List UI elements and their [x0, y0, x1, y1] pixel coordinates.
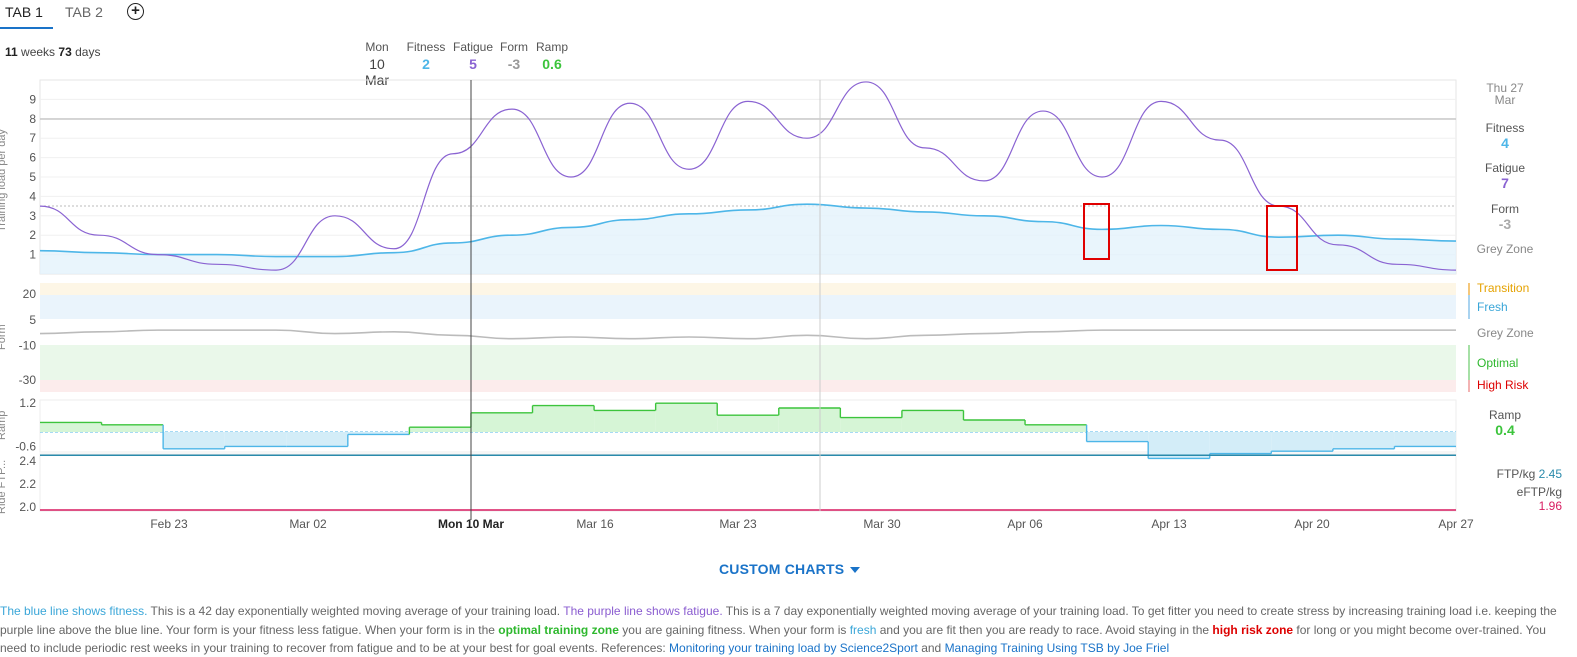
- load-tick-label: 6: [29, 151, 36, 165]
- tab-2[interactable]: TAB 2: [65, 4, 103, 20]
- highlight-box-1: [1083, 203, 1110, 260]
- right-fatigue: Fatigue 7: [1484, 161, 1526, 191]
- fitness-chart[interactable]: 1 2 3 4 5 6 7 8 9 20 5 -10 -30 1.2 -0.62.4 2.2 2.0 Feb 23…: [0, 0, 1577, 545]
- cursor-fitness: Fitness 2: [406, 40, 446, 72]
- cursor-ramp: Ramp 0.6: [535, 40, 568, 72]
- right-form: Form -3: [1491, 202, 1519, 232]
- ramp-bar: [470, 412, 533, 432]
- cursor-fatigue: Fatigue 5: [452, 40, 494, 72]
- zone-fresh-label: Fresh: [1477, 300, 1508, 314]
- ramp-bar: [1086, 432, 1149, 442]
- x-tick-label: Apr 20: [1294, 517, 1330, 531]
- ramp-bar: [163, 432, 225, 449]
- zone-grey-label: Grey Zone: [1477, 326, 1534, 340]
- x-tick-label: Mon 10 Mar: [438, 517, 504, 531]
- load-tick-label: 8: [29, 112, 36, 126]
- right-ramp: Ramp 0.4: [1488, 408, 1521, 438]
- ramp-bar: [1394, 432, 1456, 447]
- zone-optimal-label: Optimal: [1477, 356, 1519, 370]
- right-fitness: Fitness 4: [1485, 121, 1525, 151]
- x-tick-label: Mar 30: [863, 517, 901, 531]
- zone-optimal-band: [40, 345, 1456, 380]
- ramp-bar: [224, 432, 287, 447]
- fitness-area: [40, 204, 1456, 274]
- load-tick-label: 5: [29, 170, 36, 184]
- x-tick-label: Mar 23: [719, 517, 757, 531]
- ramp-bar: [532, 405, 595, 432]
- add-tab-icon[interactable]: +: [127, 3, 144, 20]
- active-tab-indicator: [0, 27, 53, 29]
- chart-description: The blue line shows fitness. This is a 4…: [0, 604, 1557, 655]
- right-date: Thu 27 Mar: [1486, 81, 1524, 107]
- right-eftp: eFTP/kg 1.96: [1516, 485, 1562, 513]
- load-tick-label: 2: [29, 228, 36, 242]
- form-tick-label: 5: [29, 313, 36, 327]
- ramp-bar: [778, 408, 841, 432]
- ramp-bar: [901, 410, 964, 432]
- load-tick-label: 3: [29, 209, 36, 223]
- ftp-tick-label: 2.4: [19, 454, 36, 468]
- ftp-panel: [39, 453, 1457, 512]
- ramp-bar: [963, 420, 1026, 432]
- ramp-bar: [347, 432, 410, 435]
- form-tick-label: -10: [19, 339, 37, 353]
- x-tick-label: Apr 27: [1438, 517, 1474, 531]
- ramp-bar: [655, 403, 718, 432]
- zone-transition-band: [40, 283, 1456, 295]
- ftp-tick-label: 2.0: [19, 500, 36, 514]
- x-tick-label: Apr 06: [1007, 517, 1043, 531]
- ramp-bar: [1148, 432, 1210, 459]
- right-ftp: FTP/kg 2.45: [1496, 467, 1562, 481]
- cursor-form: Form -3: [500, 40, 528, 72]
- highlight-box-2: [1266, 205, 1298, 271]
- date-range-summary: 11 weeks 73 days: [5, 45, 101, 59]
- load-tick-label: 1: [29, 248, 36, 262]
- zone-risk-band: [40, 380, 1456, 392]
- ramp-tick-label: -0.6: [15, 439, 36, 453]
- ramp-bar: [1025, 424, 1087, 432]
- zone-grey-band: [40, 319, 1456, 345]
- ramp-tick-label: 1.2: [19, 396, 36, 410]
- right-zone: Grey Zone: [1476, 242, 1534, 256]
- tab-bar: TAB 1 TAB 2 +: [0, 0, 1577, 30]
- x-tick-label: Feb 23: [150, 517, 188, 531]
- tab-1[interactable]: TAB 1: [5, 4, 43, 20]
- form-tick-label: 20: [23, 287, 37, 301]
- fatigue-line: [39, 81, 1457, 271]
- ramp-bar: [840, 417, 902, 432]
- zone-transition-label: Transition: [1477, 281, 1530, 295]
- ramp-bar: [1332, 432, 1395, 449]
- ramp-bar: [40, 422, 102, 432]
- ramp-bar: [1209, 432, 1272, 454]
- form-line: [39, 329, 1456, 340]
- joe-friel-link[interactable]: Managing Training Using TSB by Joe Friel: [944, 641, 1170, 655]
- x-tick-label: Mar 16: [576, 517, 614, 531]
- ramp-bar: [1271, 432, 1333, 452]
- science2sport-link[interactable]: Monitoring your training load by Science…: [669, 641, 918, 655]
- form-tick-label: -30: [19, 373, 37, 387]
- ramp-bar: [594, 410, 656, 432]
- ftp-tick-label: 2.2: [19, 477, 36, 491]
- fitness-line: [39, 203, 1457, 258]
- ramp-bar: [409, 427, 471, 432]
- x-tick-label: Mar 02: [289, 517, 327, 531]
- zone-legend-bar: [1468, 283, 1470, 393]
- x-tick-label: Apr 13: [1151, 517, 1187, 531]
- caret-down-icon: [850, 567, 861, 574]
- load-tick-label: 7: [29, 131, 36, 145]
- custom-charts-button[interactable]: CUSTOM CHARTS: [719, 561, 861, 577]
- zone-fresh-band: [40, 295, 1456, 319]
- ramp-bar: [717, 415, 779, 432]
- load-tick-label: 9: [29, 92, 36, 106]
- load-tick-label: 4: [29, 189, 36, 203]
- ramp-bar: [101, 424, 164, 432]
- zone-risk-label: High Risk: [1477, 378, 1529, 392]
- ramp-bar: [286, 432, 348, 447]
